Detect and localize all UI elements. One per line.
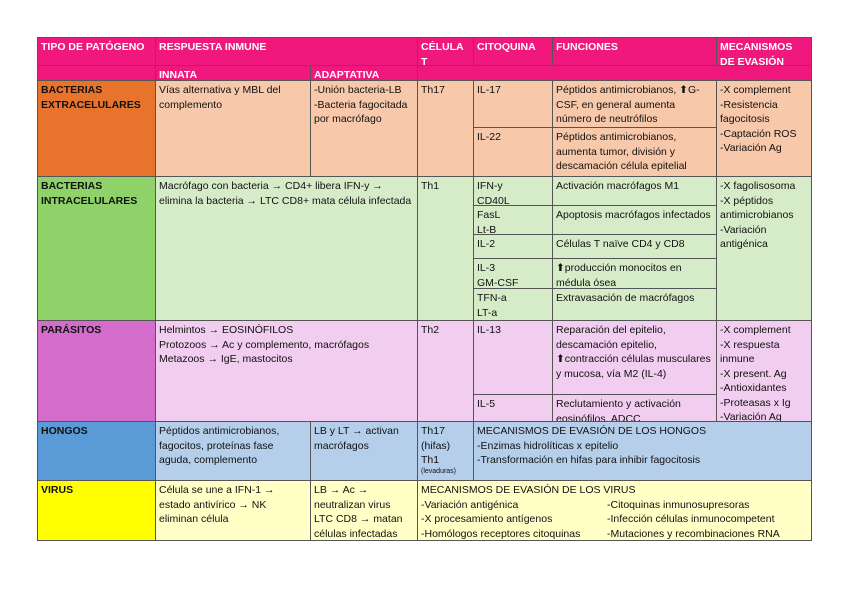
- evasion-cell: -X complement -Resistencia fagocitosis -…: [716, 80, 812, 177]
- header-cell: TIPO DE PATÓGENO: [37, 37, 156, 66]
- adaptive-cell: -Unión bacteria-LB -Bacteria fagocitada …: [310, 80, 418, 177]
- mechanism-item: -Mutaciones y recombinaciones RNA: [607, 527, 780, 540]
- function-cell: Extravasación de macrófagos: [552, 288, 717, 321]
- header-cell: RESPUESTA INMUNE: [155, 37, 418, 66]
- evasion-cell: -X fagolisosoma -X péptidos antimicrobia…: [716, 176, 812, 321]
- cytokine-cell: IL-17: [473, 80, 553, 128]
- cell-t: Th2: [417, 320, 474, 422]
- mechanisms-column: -Variación antigénica -X procesamiento an…: [421, 498, 607, 541]
- cytokine-cell: IL-3 GM-CSF: [473, 258, 553, 289]
- mechanisms-cell: MECANISMOS DE EVASIÓN DE LOS VIRUS -Varia…: [417, 480, 812, 541]
- mechanisms-title: MECANISMOS DE EVASIÓN DE LOS VIRUS: [421, 484, 636, 496]
- mechanisms-column: -Citoquinas inmunosupresoras -Infección c…: [607, 498, 807, 541]
- header-cell: CITOQUINA: [473, 37, 553, 66]
- function-cell: Péptidos antimicrobianos, ⬆G-CSF, en gen…: [552, 80, 717, 128]
- mechanisms-title: MECANISMOS DE EVASIÓN DE LOS HONGOS: [477, 425, 707, 437]
- adaptive-cell: LB y LT → activan macrófagos: [310, 421, 418, 481]
- cytokine-cell: IL-22: [473, 127, 553, 177]
- pathogen-cell: BACTERIAS EXTRACELULARES: [37, 80, 156, 177]
- innate-cell: Vías alternativa y MBL del complemento: [155, 80, 311, 177]
- mechanism-item: -X procesamiento antígenos: [421, 513, 553, 525]
- cytokine-cell: FasL Lt-B: [473, 205, 553, 235]
- mechanism-item: -Enzimas hidrolíticas x epitelio: [477, 439, 619, 452]
- subheader-cell: [37, 65, 156, 81]
- header-cell: FUNCIONES: [552, 37, 717, 66]
- pathogen-cell: BACTERIAS INTRACELULARES: [37, 176, 156, 321]
- pathogen-cell: HONGOS: [37, 421, 156, 481]
- mechanism-item: -Infección células inmunocompetent: [607, 513, 775, 525]
- subheader-cell: [417, 65, 812, 81]
- pathogen-cell: PARÁSITOS: [37, 320, 156, 422]
- function-cell: Reclutamiento y activación eosinófilos, …: [552, 394, 717, 422]
- cytokine-cell: IL-13: [473, 320, 553, 395]
- cell-t: Th17: [417, 80, 474, 177]
- function-cell: Péptidos antimicrobianos, aumenta tumor,…: [552, 127, 717, 177]
- innate-cell: Péptidos antimicrobianos, fagocitos, pro…: [155, 421, 311, 481]
- cytokine-cell: TFN-a LT-a: [473, 288, 553, 321]
- evasion-cell: -X complement -X respuesta inmune -X pre…: [716, 320, 812, 422]
- pathogen-cell: VIRUS: [37, 480, 156, 541]
- response-cell: Helmintos → EOSINÓFILOS Protozoos → Ac y…: [155, 320, 418, 422]
- function-cell: Células T naïve CD4 y CD8: [552, 234, 717, 259]
- function-cell: Activación macrófagos M1: [552, 176, 717, 206]
- function-cell: ⬆producción monocitos en médula ósea: [552, 258, 717, 289]
- mechanism-item: -Homólogos receptores citoquinas: [421, 527, 581, 540]
- function-cell: Apoptosis macrófagos infectados: [552, 205, 717, 235]
- function-cell: Reparación del epitelio, descamación epi…: [552, 320, 717, 395]
- adaptive-cell: LB → Ac → neutralizan virus LTC CD8 → ma…: [310, 480, 418, 541]
- subheader-cell: INNATA: [155, 65, 311, 81]
- cell-note: (levaduras): [421, 467, 457, 475]
- cell-t: Th17 (hifas) Th1 (levaduras): [417, 421, 474, 481]
- response-cell: Macrófago con bacteria → CD4+ libera IFN…: [155, 176, 418, 321]
- header-cell: CÉLULA T: [417, 37, 474, 66]
- mechanisms-list: -Variación antigénica -X procesamiento an…: [421, 498, 808, 541]
- cytokine-cell: IFN-y CD40L: [473, 176, 553, 206]
- cell-t: Th1: [417, 176, 474, 321]
- mechanism-item: -Citoquinas inmunosupresoras: [607, 498, 750, 511]
- mechanisms-cell: MECANISMOS DE EVASIÓN DE LOS HONGOS -Enzi…: [473, 421, 812, 481]
- cytokine-cell: IL-2: [473, 234, 553, 259]
- cytokine-cell: IL-5: [473, 394, 553, 422]
- mechanism-item: -Variación antigénica: [421, 498, 519, 511]
- header-cell: MECANISMOS DE EVASIÓN: [716, 37, 812, 66]
- innate-cell: Célula se une a IFN-1 → estado antivíric…: [155, 480, 311, 541]
- mechanism-item: -Transformación en hifas para inhibir fa…: [477, 454, 701, 466]
- subheader-cell: ADAPTATIVA: [310, 65, 418, 81]
